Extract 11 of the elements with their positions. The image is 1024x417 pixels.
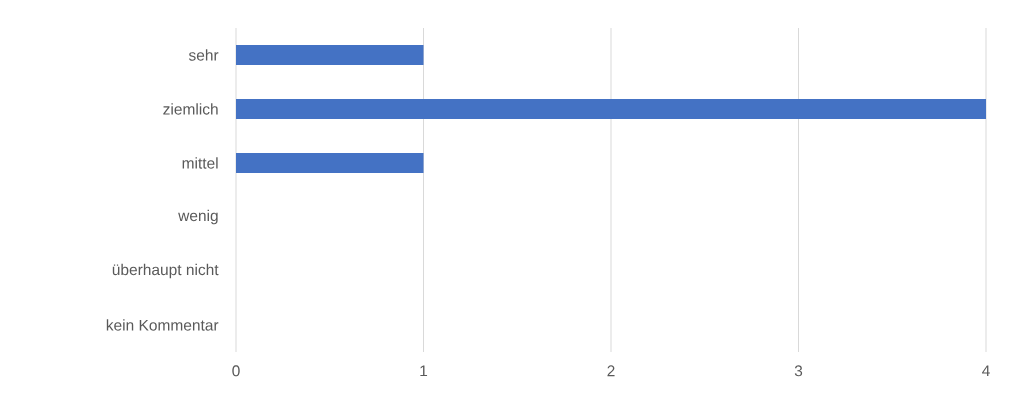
y-tick-label: sehr: [188, 49, 219, 61]
y-tick-label: überhaupt nicht: [112, 263, 219, 279]
x-tick-label: 2: [607, 365, 615, 377]
y-tick-label: wenig: [178, 209, 218, 225]
y-tick-label: ziemlich: [163, 103, 218, 115]
x-tick-label: 4: [982, 365, 990, 377]
x-tick-label: 0: [232, 365, 240, 377]
x-tick-label: 1: [420, 365, 428, 377]
y-tick-label: kein Kommentar: [106, 319, 219, 331]
y-tick-label: mittel: [182, 157, 218, 169]
x-tick-label: 3: [794, 365, 803, 377]
